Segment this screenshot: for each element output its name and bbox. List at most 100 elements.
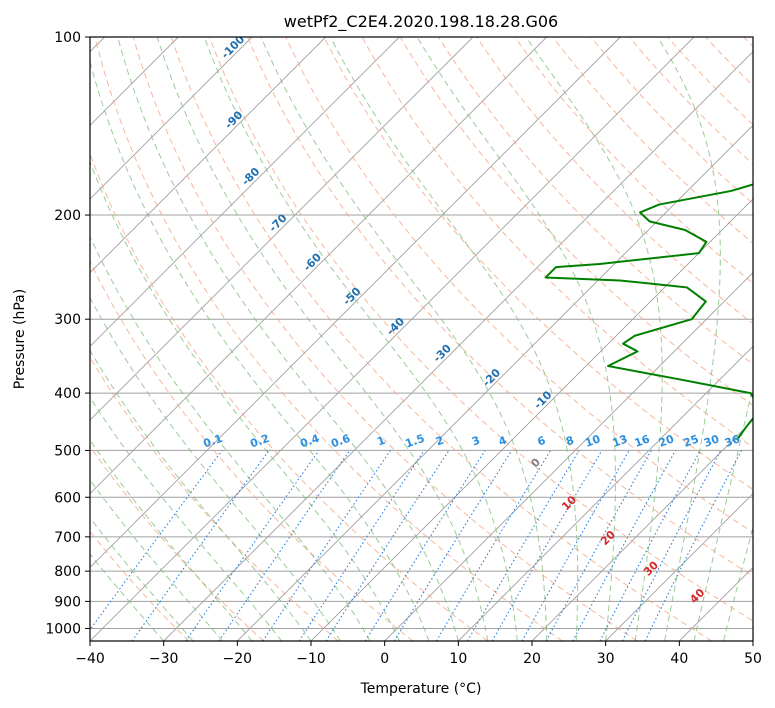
moist-adiabat-line xyxy=(90,235,371,641)
y-tick-label: 300 xyxy=(54,312,81,328)
mixing-ratio-line xyxy=(435,450,552,641)
mixing-ratio-label: 6 xyxy=(536,434,548,449)
moist-adiabat-line xyxy=(90,296,341,641)
mixing-ratio-label: 1 xyxy=(375,434,387,449)
dry-adiabat-line xyxy=(514,37,753,284)
mixing-ratio-label: 0.4 xyxy=(298,432,321,451)
mixing-ratio-label: 20 xyxy=(657,432,676,449)
dry-adiabat-line xyxy=(590,37,753,205)
mixing-ratio-label: 30 xyxy=(702,432,721,449)
isotherm-line xyxy=(90,37,474,421)
moist-adiabat-line xyxy=(117,37,459,641)
moist-adiabat-line xyxy=(90,396,282,641)
mixing-ratio-label: 4 xyxy=(497,434,509,449)
mixing-ratio-label: 13 xyxy=(611,432,630,449)
x-tick-label: −10 xyxy=(296,651,326,667)
mixing-ratio-label: 0.1 xyxy=(202,432,225,451)
mixing-ratio-line xyxy=(364,450,486,641)
dry-adiabat-line xyxy=(399,37,753,407)
mixing-ratio-line xyxy=(572,450,677,641)
isotherm-line xyxy=(90,37,400,347)
moist-adiabat-line xyxy=(330,37,579,641)
y-tick-label: 700 xyxy=(54,530,81,546)
background-lines xyxy=(90,37,753,641)
isotherm-line xyxy=(90,37,253,200)
isotherm-line xyxy=(163,51,753,641)
mixing-ratio-label: 3 xyxy=(470,434,482,449)
moist-adiabat-line xyxy=(416,37,616,641)
moist-adiabat-line xyxy=(90,439,253,641)
y-tick-label: 600 xyxy=(54,490,81,506)
y-tick-label: 400 xyxy=(54,386,81,402)
moist-adiabat-line xyxy=(693,383,753,641)
mixing-ratio-line xyxy=(218,450,351,641)
mixing-ratio-line xyxy=(393,450,513,641)
mixing-ratio-line xyxy=(131,450,270,641)
x-tick-label: 30 xyxy=(597,651,615,667)
dry-adiabat-line xyxy=(628,37,753,165)
moist-adiabat-line xyxy=(90,553,165,641)
dry-adiabat-line xyxy=(323,37,753,491)
y-tick-label: 1000 xyxy=(45,621,81,637)
mixing-ratio-label: 36 xyxy=(723,432,742,449)
isotherm-line xyxy=(384,272,753,641)
dry-adiabat-line xyxy=(94,37,563,641)
isotherm-line xyxy=(531,419,753,641)
mixing-ratio-line xyxy=(325,450,450,641)
moist-adiabat-line xyxy=(90,59,430,641)
x-tick-label: 20 xyxy=(523,651,541,667)
moist-adiabat-line xyxy=(156,37,489,641)
moist-adiabat-line xyxy=(723,526,753,641)
plot-frame xyxy=(89,36,754,642)
dry-adiabat-line xyxy=(247,37,753,577)
mixing-ratio-label: 0.6 xyxy=(329,432,352,451)
mixing-ratio-label: 16 xyxy=(633,432,652,449)
mixing-ratio-label: 8 xyxy=(564,434,576,449)
y-tick-label: 100 xyxy=(54,30,81,46)
moist-adiabat-line xyxy=(90,517,194,641)
y-tick-label: 800 xyxy=(54,564,81,580)
chart-title: wetPf2_C2E4.2020.198.18.28.G06 xyxy=(284,12,558,32)
x-axis: −40 −30 −20 −10 0 10 20 30 40 50 xyxy=(75,641,762,667)
mixing-ratio-label: 0.2 xyxy=(248,432,271,451)
x-axis-label: Temperature (°C) xyxy=(360,681,482,697)
y-tick-label: 900 xyxy=(54,594,81,610)
mixing-ratio-label: 2 xyxy=(434,434,446,449)
isotherm-line xyxy=(90,37,695,641)
mixing-ratio-line xyxy=(545,450,652,641)
moist-adiabat-line xyxy=(90,160,400,641)
x-tick-label: 40 xyxy=(670,651,688,667)
y-tick-label: 200 xyxy=(54,208,81,224)
isotherm-line xyxy=(458,345,753,641)
mixing-ratio-label: 10 xyxy=(583,432,602,449)
x-tick-label: 50 xyxy=(744,651,762,667)
x-tick-label: 0 xyxy=(380,651,389,667)
x-tick-label: −40 xyxy=(75,651,105,667)
isotherm-line xyxy=(237,124,753,641)
moist-adiabat-line xyxy=(90,349,312,641)
x-tick-label: −20 xyxy=(223,651,253,667)
isotherm-line xyxy=(90,37,621,568)
dry-adiabat-line xyxy=(361,37,753,448)
mixing-ratio-line xyxy=(467,450,580,641)
y-tick-label: 500 xyxy=(54,443,81,459)
mixing-ratio-label: 1.5 xyxy=(404,432,427,451)
x-tick-label: 10 xyxy=(449,651,467,667)
dewpoint-profile-line xyxy=(544,183,753,441)
mixing-ratio-line xyxy=(521,450,630,641)
isotherm-line xyxy=(90,37,547,495)
moist-adiabat-line xyxy=(525,37,663,641)
mixing-ratio-line xyxy=(90,450,223,631)
isotherm-line xyxy=(90,37,326,274)
x-tick-label: −30 xyxy=(149,651,179,667)
dry-adiabat-line xyxy=(90,445,264,641)
moist-adiabat-line xyxy=(657,37,721,641)
dry-adiabat-line xyxy=(170,37,712,641)
moist-adiabat-line xyxy=(203,37,518,641)
dry-adiabat-line xyxy=(476,37,753,325)
mixing-ratio-line xyxy=(491,450,603,641)
dry-adiabat-line xyxy=(132,37,638,641)
mixing-ratio-label: 25 xyxy=(682,432,701,449)
